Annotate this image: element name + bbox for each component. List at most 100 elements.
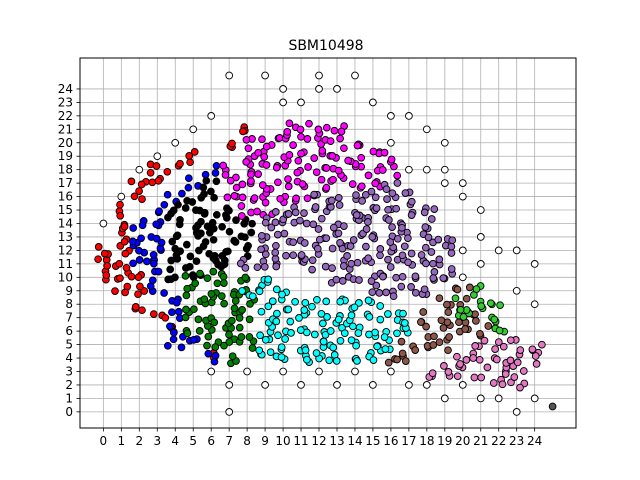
scatter-point xyxy=(328,244,337,253)
scatter-point xyxy=(369,381,377,389)
scatter-point xyxy=(261,250,270,259)
scatter-point xyxy=(317,214,326,223)
scatter-point xyxy=(284,175,292,183)
scatter-point xyxy=(322,123,331,132)
scatter-point xyxy=(211,169,220,177)
scatter-point xyxy=(510,373,519,381)
scatter-point xyxy=(279,85,287,93)
scatter-point xyxy=(364,296,373,305)
scatter-point xyxy=(235,314,244,322)
scatter-point xyxy=(121,288,129,297)
scatter-point xyxy=(271,208,280,216)
x-tick-label: 11 xyxy=(293,434,308,448)
scatter-point xyxy=(261,218,270,227)
scatter-point xyxy=(398,349,407,358)
scatter-point xyxy=(411,288,420,297)
scatter-point xyxy=(405,381,413,389)
scatter-point xyxy=(310,154,319,162)
scatter-point xyxy=(237,212,246,220)
scatter-point xyxy=(384,205,392,214)
scatter-point xyxy=(357,182,366,191)
scatter-point xyxy=(456,305,465,314)
scatter-point xyxy=(459,313,468,321)
scatter-point xyxy=(393,179,402,187)
y-tick-label: 23 xyxy=(58,95,73,109)
scatter-point xyxy=(243,367,251,376)
scatter-point xyxy=(312,168,321,177)
scatter-point xyxy=(135,246,143,255)
scatter-point xyxy=(169,206,178,215)
scatter-point xyxy=(279,367,287,376)
scatter-point xyxy=(300,306,309,314)
scatter-point xyxy=(519,367,528,375)
scatter-point xyxy=(310,190,318,199)
scatter-point xyxy=(400,242,409,251)
scatter-point xyxy=(352,191,360,199)
y-tick-label: 0 xyxy=(65,405,73,419)
scatter-point xyxy=(138,195,146,203)
scatter-point xyxy=(228,139,236,148)
scatter-point xyxy=(365,313,374,321)
scatter-point xyxy=(248,292,257,301)
x-tick-label: 13 xyxy=(329,434,344,448)
scatter-point xyxy=(480,336,489,345)
scatter-point xyxy=(347,336,356,345)
scatter-point xyxy=(254,148,263,157)
scatter-point xyxy=(272,285,281,294)
scatter-point xyxy=(439,274,448,282)
plot-frame xyxy=(79,57,577,429)
y-tick-label: 20 xyxy=(58,136,73,150)
scatter-point xyxy=(451,294,460,303)
scatter-point xyxy=(210,318,219,327)
scatter-point xyxy=(404,234,412,243)
scatter-point xyxy=(384,358,393,367)
scatter-point xyxy=(384,310,392,318)
scatter-point xyxy=(312,349,321,357)
scatter-point xyxy=(217,292,226,300)
scatter-point xyxy=(210,193,218,202)
scatter-point xyxy=(322,234,331,243)
scatter-point xyxy=(516,346,525,354)
scatter-point xyxy=(458,179,467,187)
scatter-point xyxy=(181,313,190,322)
scatter-point xyxy=(338,277,347,285)
scatter-point xyxy=(476,260,485,268)
scatter-point xyxy=(506,336,515,345)
scatter-point xyxy=(448,236,457,245)
scatter-point xyxy=(301,346,310,355)
scatter-point xyxy=(134,273,143,282)
scatter-point xyxy=(430,332,438,341)
scatter-point xyxy=(308,302,316,311)
scatter-point xyxy=(380,148,389,157)
scatter-point xyxy=(319,319,327,328)
scatter-point xyxy=(210,357,219,366)
scatter-point xyxy=(99,219,108,228)
scatter-point xyxy=(401,357,410,365)
y-tick-label: 24 xyxy=(58,82,73,96)
scatter-point xyxy=(430,268,439,276)
series-4 xyxy=(236,179,457,301)
scatter-point xyxy=(289,251,298,260)
scatter-point xyxy=(192,257,201,266)
scatter-point xyxy=(495,326,504,335)
scatter-point xyxy=(484,322,493,330)
scatter-point xyxy=(434,235,443,244)
scatter-point xyxy=(211,351,220,360)
scatter-point xyxy=(137,234,145,243)
scatter-point xyxy=(242,135,251,144)
scatter-point xyxy=(171,273,179,282)
scatter-point xyxy=(393,329,401,338)
scatter-point xyxy=(176,247,185,256)
scatter-point xyxy=(387,112,395,120)
scatter-point xyxy=(305,119,313,128)
scatter-point xyxy=(257,231,266,240)
scatter-point xyxy=(272,241,280,250)
scatter-point xyxy=(225,71,234,80)
scatter-point xyxy=(346,242,355,251)
scatter-point xyxy=(469,354,478,362)
scatter-point xyxy=(321,330,330,339)
scatter-point xyxy=(285,151,294,159)
scatter-point xyxy=(298,180,307,188)
scatter-point xyxy=(313,244,322,253)
scatter-point xyxy=(411,272,420,281)
